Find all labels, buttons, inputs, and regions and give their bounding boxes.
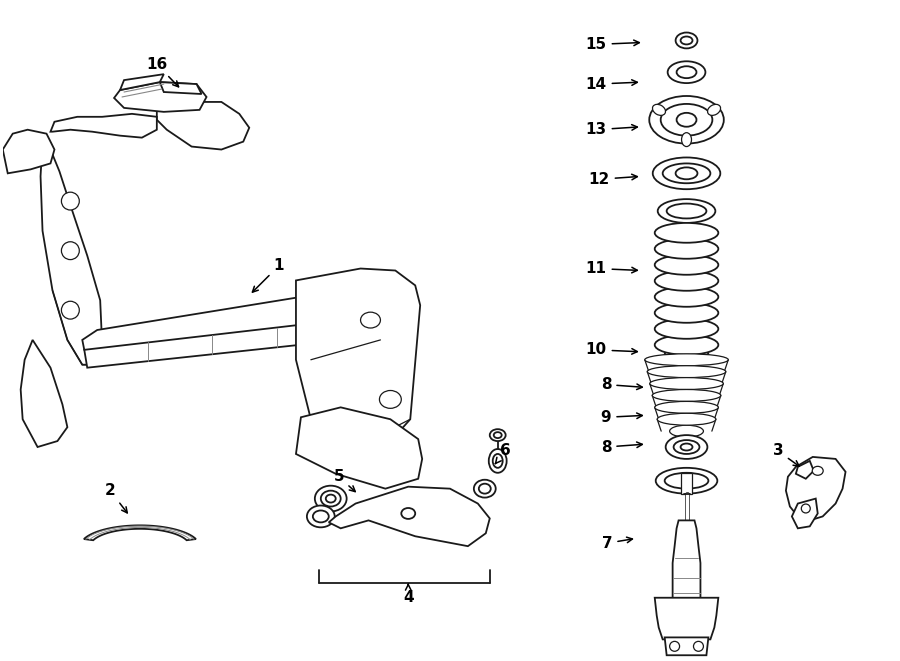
Ellipse shape [670,425,704,437]
Text: 10: 10 [586,342,637,358]
Text: 14: 14 [586,77,637,92]
Ellipse shape [61,301,79,319]
Polygon shape [160,82,202,94]
Ellipse shape [307,506,335,527]
Text: 5: 5 [333,469,356,492]
Ellipse shape [489,449,507,473]
Ellipse shape [801,504,810,513]
Ellipse shape [380,391,401,408]
Text: 13: 13 [586,122,637,137]
Ellipse shape [812,467,824,475]
Polygon shape [21,340,68,447]
Ellipse shape [650,377,724,389]
Ellipse shape [677,113,697,127]
Text: 15: 15 [586,37,639,52]
Polygon shape [85,310,365,368]
Text: 4: 4 [403,584,414,605]
Ellipse shape [656,468,717,494]
Polygon shape [654,598,718,639]
Ellipse shape [667,204,706,218]
Ellipse shape [666,435,707,459]
Ellipse shape [315,486,346,512]
Ellipse shape [677,66,697,78]
Ellipse shape [654,223,718,243]
Ellipse shape [490,429,506,441]
Ellipse shape [694,641,704,651]
Ellipse shape [326,494,336,502]
Polygon shape [114,82,206,112]
Polygon shape [3,130,55,173]
Polygon shape [665,637,708,655]
Polygon shape [296,268,420,447]
Ellipse shape [681,133,691,147]
Text: 6: 6 [495,444,511,463]
Polygon shape [82,295,361,355]
Ellipse shape [649,96,724,143]
Polygon shape [796,461,814,479]
Polygon shape [120,74,164,90]
Ellipse shape [676,167,698,179]
Ellipse shape [676,32,698,48]
Ellipse shape [61,242,79,260]
Ellipse shape [677,350,697,360]
Ellipse shape [401,508,415,519]
Ellipse shape [652,157,720,189]
Ellipse shape [644,354,728,366]
Polygon shape [786,457,845,520]
Text: 1: 1 [252,258,284,292]
Ellipse shape [654,239,718,258]
Ellipse shape [668,61,706,83]
Ellipse shape [361,312,381,328]
Text: 9: 9 [600,410,643,425]
Ellipse shape [494,432,501,438]
Ellipse shape [707,104,721,116]
Ellipse shape [661,104,713,136]
Polygon shape [672,520,700,613]
Ellipse shape [654,271,718,291]
Text: 2: 2 [104,483,127,513]
Ellipse shape [652,104,665,116]
Polygon shape [50,114,157,137]
Polygon shape [84,525,196,540]
Ellipse shape [654,401,718,413]
Polygon shape [680,473,692,494]
Ellipse shape [665,473,708,488]
Text: 12: 12 [589,172,637,187]
Text: 16: 16 [146,57,178,87]
Ellipse shape [662,163,710,183]
Ellipse shape [474,480,496,498]
Polygon shape [157,102,249,149]
Polygon shape [40,141,103,365]
Ellipse shape [670,641,680,651]
Polygon shape [792,498,818,528]
Polygon shape [296,407,422,488]
Ellipse shape [665,346,708,364]
Ellipse shape [492,454,503,468]
Polygon shape [328,486,490,546]
Ellipse shape [654,303,718,323]
Ellipse shape [61,192,79,210]
Ellipse shape [654,319,718,339]
Ellipse shape [654,255,718,275]
Ellipse shape [313,510,328,522]
Text: 8: 8 [600,440,643,455]
Ellipse shape [479,484,490,494]
Ellipse shape [376,427,394,441]
Text: 11: 11 [586,261,637,276]
Text: 3: 3 [773,444,799,466]
Text: 8: 8 [600,377,643,392]
Ellipse shape [673,440,699,454]
Ellipse shape [680,444,692,451]
Ellipse shape [654,287,718,307]
Ellipse shape [654,335,718,355]
Ellipse shape [647,366,725,377]
Ellipse shape [657,413,716,425]
Ellipse shape [680,36,692,44]
Ellipse shape [652,389,721,401]
Text: 7: 7 [602,535,633,551]
Ellipse shape [658,199,716,223]
Ellipse shape [320,490,341,506]
